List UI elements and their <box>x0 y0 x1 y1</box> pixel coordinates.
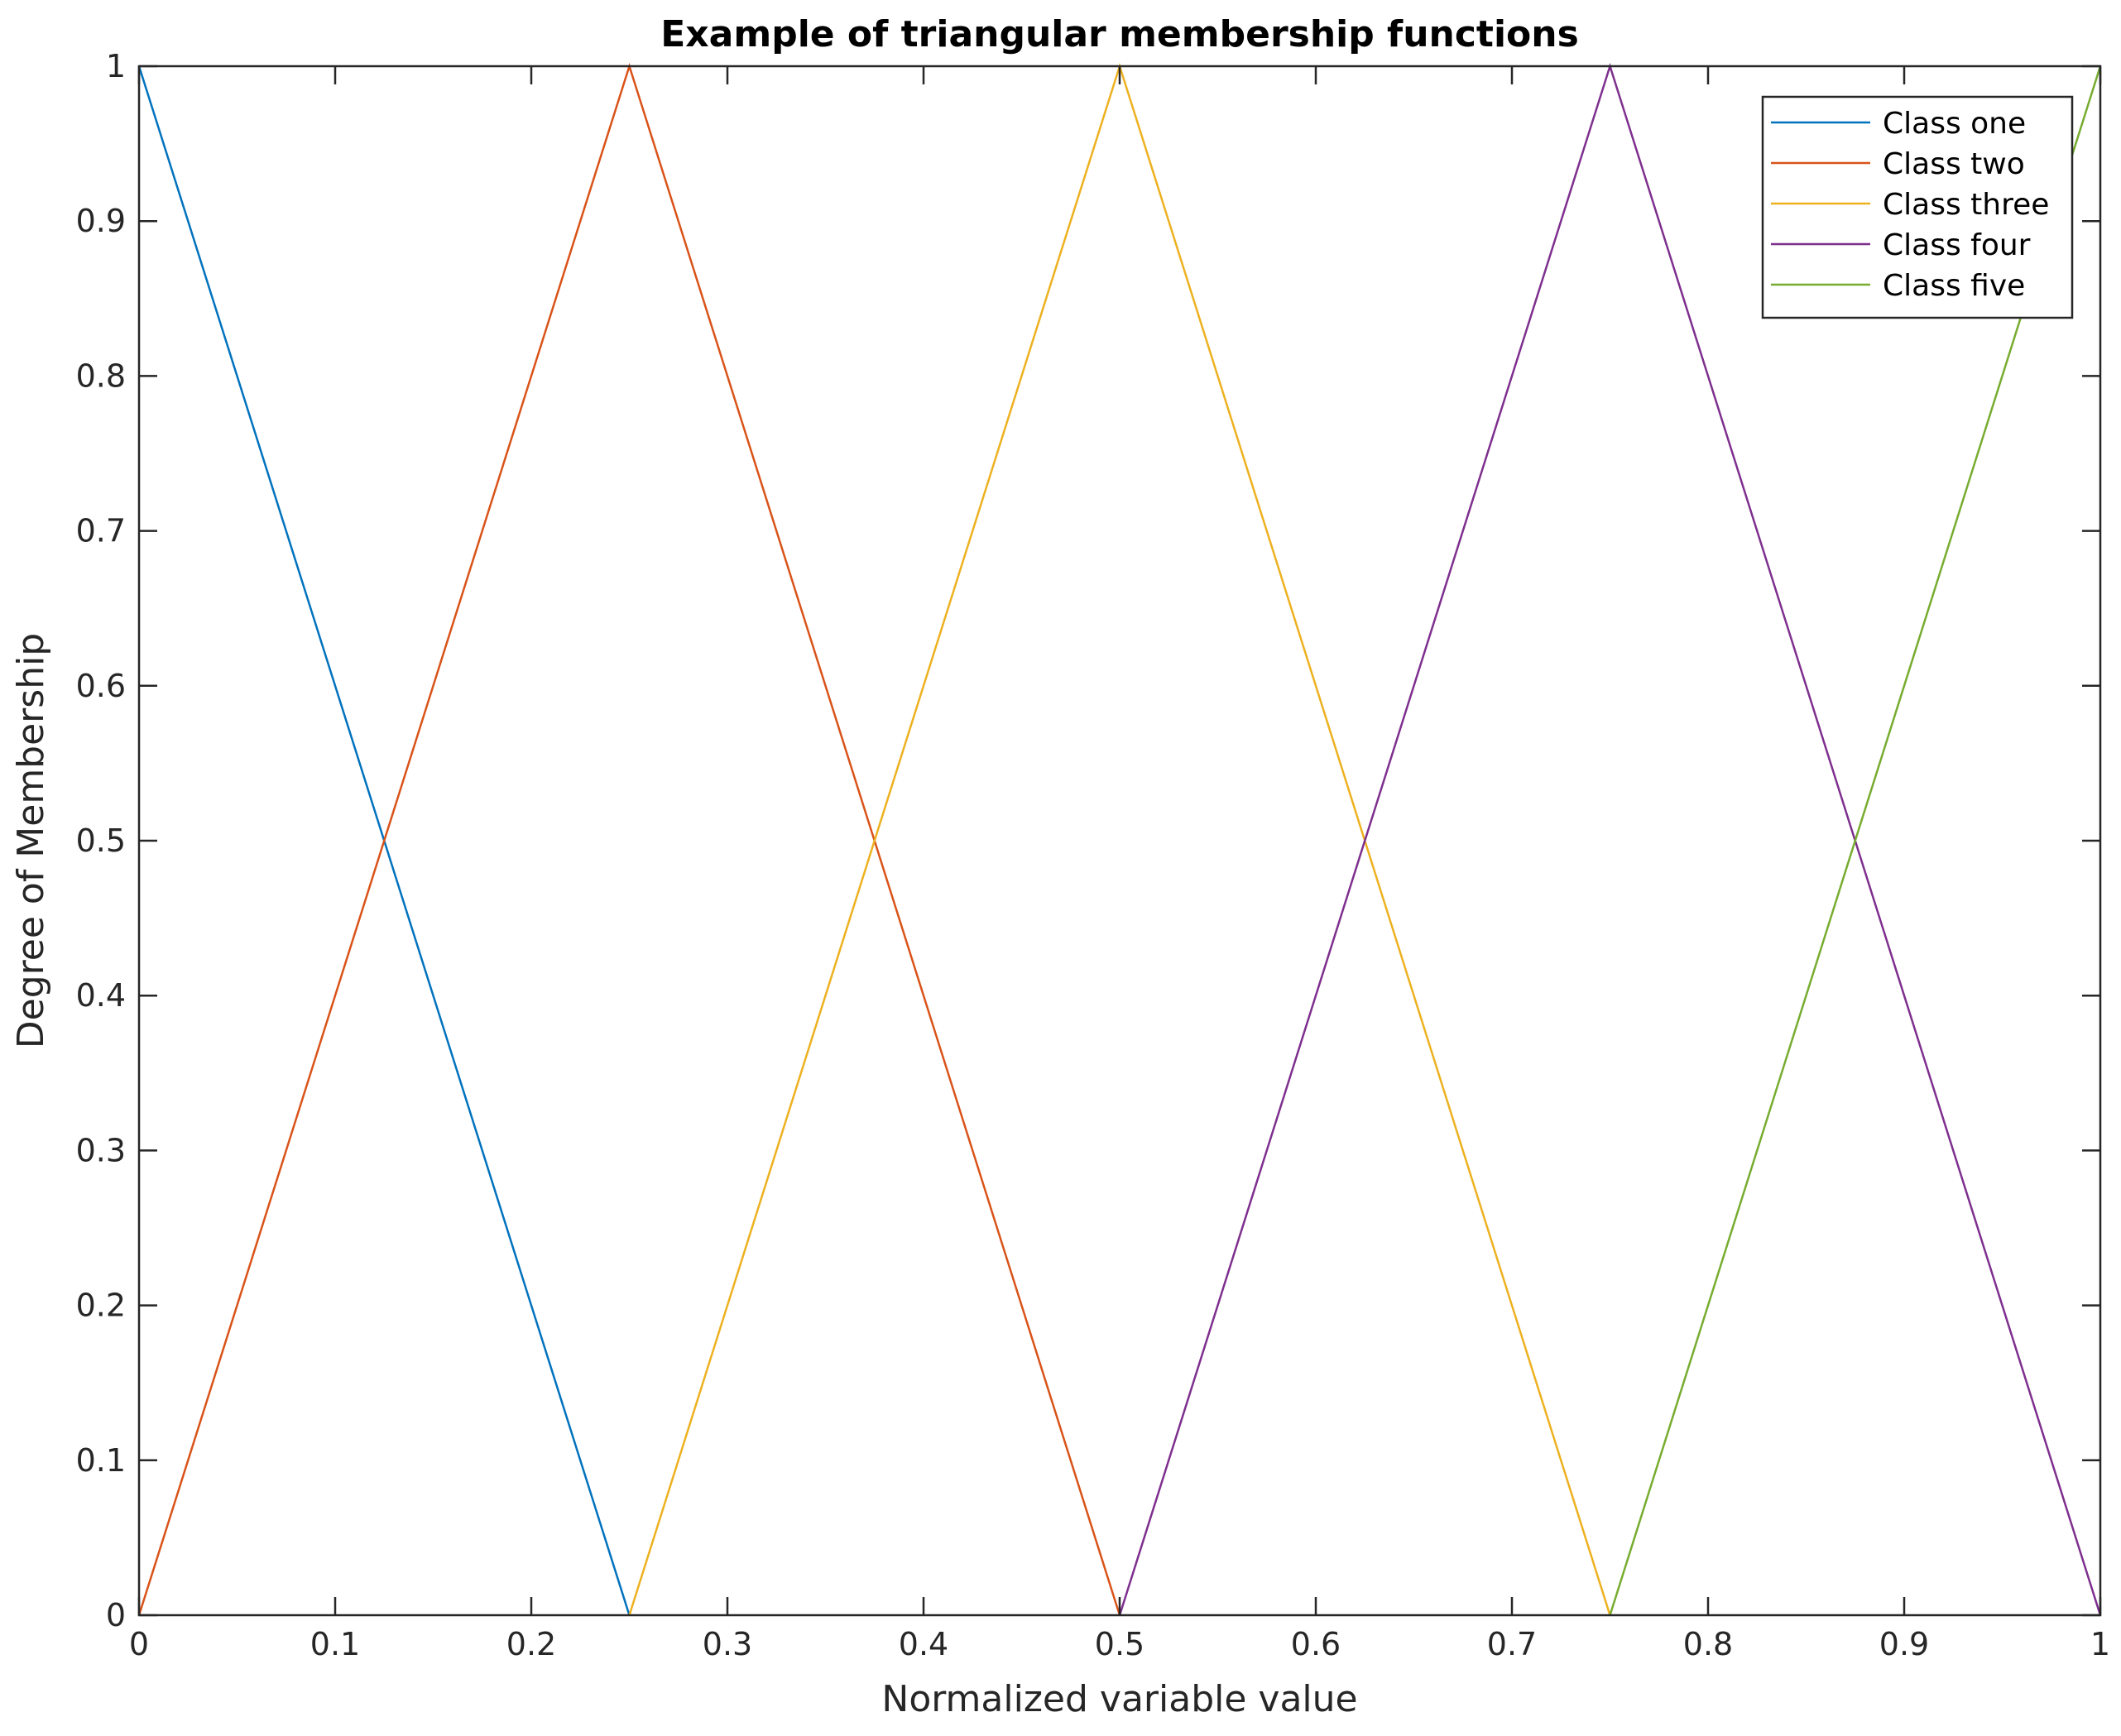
x-tick-label: 0.7 <box>1487 1626 1537 1662</box>
x-tick-label: 0.6 <box>1291 1626 1341 1662</box>
legend-label-4: Class four <box>1883 228 2031 262</box>
y-tick-label: 0 <box>106 1597 126 1633</box>
x-tick-label: 0.1 <box>310 1626 360 1662</box>
legend-label-1: Class one <box>1883 107 2026 141</box>
y-axis-title: Degree of Membership <box>10 633 52 1048</box>
y-tick-label: 1 <box>106 48 126 84</box>
legend-label-3: Class three <box>1883 188 2049 222</box>
x-tick-label: 0.4 <box>899 1626 948 1662</box>
y-tick-label: 0.4 <box>76 977 126 1014</box>
y-tick-label: 0.9 <box>76 203 126 239</box>
y-tick-label: 0.5 <box>76 822 126 859</box>
x-tick-label: 0 <box>129 1626 149 1662</box>
y-tick-label: 0.2 <box>76 1288 126 1324</box>
x-tick-label: 0.2 <box>506 1626 556 1662</box>
y-tick-label: 0.8 <box>76 357 126 394</box>
y-tick-label: 0.7 <box>76 513 126 549</box>
y-tick-label: 0.3 <box>76 1132 126 1168</box>
x-tick-label: 1 <box>2090 1626 2110 1662</box>
x-axis-title: Normalized variable value <box>881 1678 1357 1720</box>
y-tick-label: 0.1 <box>76 1442 126 1479</box>
chart-title: Example of triangular membership functio… <box>660 13 1579 55</box>
x-tick-label: 0.9 <box>1879 1626 1929 1662</box>
axes-layer: 0 0.1 0.2 0.3 0.4 0.5 0.6 0.7 0.8 0.9 1 0 0.1 0.2 0.3 0… <box>76 48 2111 1662</box>
x-tick-label: 0.8 <box>1683 1626 1733 1662</box>
legend-label-5: Class five <box>1883 269 2025 303</box>
legend-label-2: Class two <box>1883 147 2025 181</box>
legend-box <box>1761 95 2074 319</box>
y-tick-label: 0.6 <box>76 668 126 704</box>
series-line-5 <box>1609 65 2102 1616</box>
x-tick-label: 0.3 <box>703 1626 752 1662</box>
legend: Class one Class two Class three Class four C… <box>1761 95 2074 319</box>
x-tick-label: 0.5 <box>1095 1626 1144 1662</box>
